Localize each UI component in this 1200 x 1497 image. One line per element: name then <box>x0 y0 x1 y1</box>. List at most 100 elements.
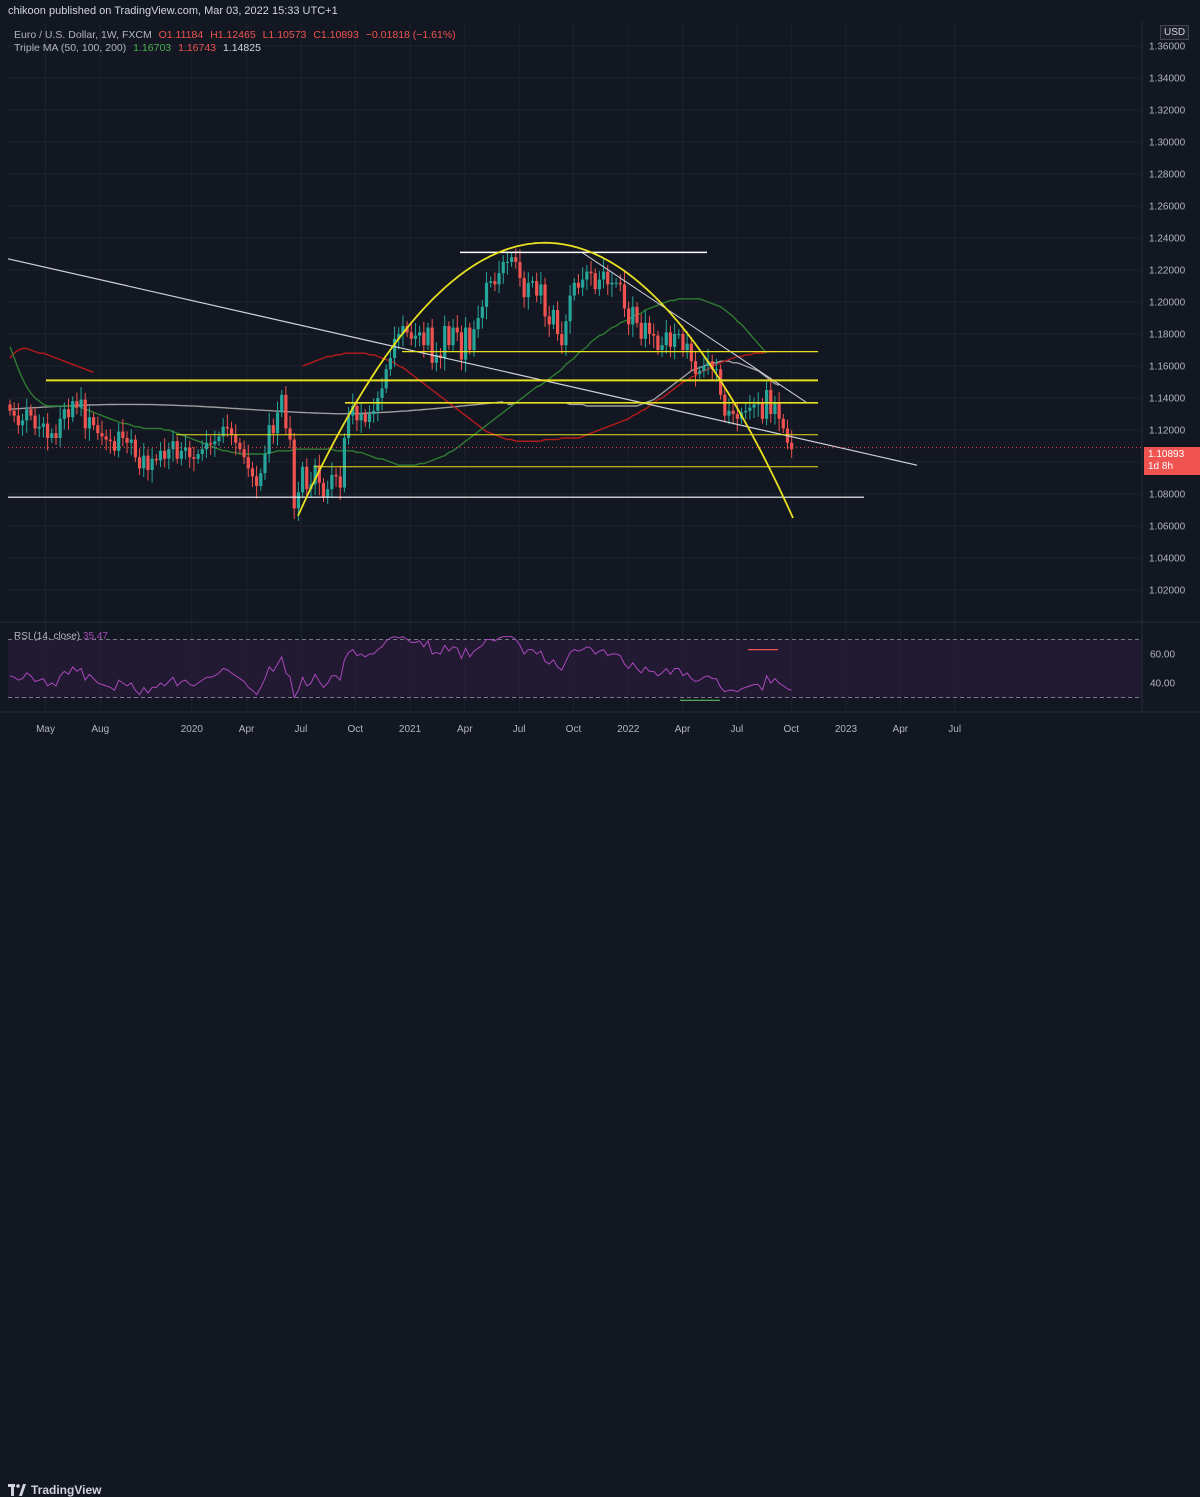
y-tick-label: 1.14000 <box>1149 394 1186 405</box>
candle-body <box>305 466 309 490</box>
candle-body <box>539 284 543 296</box>
y-tick-label: 1.36000 <box>1149 42 1186 53</box>
candle-body <box>781 418 785 429</box>
y-tick-label: 1.26000 <box>1149 202 1186 213</box>
x-tick-label: Apr <box>893 724 909 735</box>
ma50-value: 1.16703 <box>133 42 172 54</box>
candle-body <box>547 316 551 325</box>
candle-body <box>246 457 250 469</box>
tradingview-logo[interactable]: TradingView <box>8 1483 101 1497</box>
symbol-legend: Euro / U.S. Dollar, 1W, FXCM O1.11184 H1… <box>14 29 460 41</box>
footer: TradingView <box>0 738 1200 1497</box>
candle-body <box>510 257 514 262</box>
y-tick-label: 1.34000 <box>1149 74 1186 85</box>
candle-body <box>355 406 359 421</box>
candle-body <box>660 345 664 350</box>
candle-body <box>37 426 41 429</box>
rsi-tick-label: 60.00 <box>1150 650 1175 661</box>
x-axis: May Aug 2020 Apr Jul Oct 2021 Apr Jul Oct 2022 Apr J… <box>36 724 961 735</box>
candle-body <box>635 306 639 323</box>
candle-body <box>543 284 547 317</box>
candle-body <box>359 414 363 421</box>
candle-body <box>200 449 204 454</box>
candle-body <box>238 442 242 450</box>
y-tick-label: 1.22000 <box>1149 266 1186 277</box>
candle-body <box>555 310 560 334</box>
candle-body <box>50 433 54 438</box>
candle-body <box>183 447 188 451</box>
x-tick-label: 2023 <box>835 724 858 735</box>
candle-body <box>572 282 576 296</box>
ma100-early-line <box>9 347 94 374</box>
rsi-pane: 60.00 40.00 <box>8 636 1175 702</box>
x-tick-label: 2020 <box>181 724 204 735</box>
ma200-series <box>9 360 780 415</box>
candle-body <box>593 273 597 290</box>
candle-body <box>647 322 652 334</box>
candle-body <box>267 425 271 454</box>
candle-body <box>518 262 522 278</box>
parabolic-arc <box>297 241 794 519</box>
candle-body <box>392 338 397 358</box>
candle-body <box>526 282 530 298</box>
candle-body <box>66 409 71 418</box>
candle-body <box>764 390 769 419</box>
candle-body <box>581 279 585 288</box>
ma50-series <box>9 298 768 466</box>
candle-body <box>639 322 643 339</box>
candle-body <box>744 410 748 413</box>
publish-info: chikoon published on TradingView.com, Ma… <box>8 5 338 17</box>
candle-body <box>92 417 96 426</box>
candle-body <box>685 343 689 350</box>
candle-body <box>313 465 317 485</box>
candle-body <box>468 327 472 350</box>
candle-body <box>46 423 50 438</box>
candle-body <box>209 442 213 445</box>
candle-body <box>242 449 246 458</box>
x-tick-label: Apr <box>457 724 473 735</box>
currency-label[interactable]: USD <box>1160 25 1190 40</box>
candle-body <box>464 327 468 360</box>
candle-body <box>714 369 719 371</box>
y-tick-label: 1.08000 <box>1149 490 1186 501</box>
candle-body <box>760 402 764 419</box>
y-tick-label: 1.24000 <box>1149 234 1186 245</box>
candle-body <box>121 431 125 438</box>
candle-body <box>727 410 731 416</box>
x-tick-label: Jul <box>295 724 308 735</box>
drawings <box>7 241 1142 519</box>
price-chart[interactable]: 1.36000 1.34000 1.32000 1.30000 1.28000 1.260… <box>0 0 1200 766</box>
candle-body <box>693 361 698 374</box>
candle-body <box>652 334 656 336</box>
candle-body <box>204 442 209 450</box>
candle-body <box>459 332 464 360</box>
bar-countdown: 1d 8h <box>1148 461 1174 472</box>
candle-body <box>589 271 593 274</box>
candle-body <box>221 426 225 437</box>
candle-body <box>698 370 702 374</box>
candle-body <box>150 458 154 470</box>
rsi-line <box>9 636 792 699</box>
candle-body <box>263 454 267 474</box>
candle-body <box>585 271 589 280</box>
candle-body <box>192 457 196 459</box>
ohlc-open: O1.11184 <box>158 29 204 41</box>
candle-body <box>104 436 108 440</box>
candle-body <box>376 398 380 411</box>
grid <box>0 22 1200 713</box>
candle-body <box>505 262 510 263</box>
candle-body <box>137 457 142 469</box>
last-price-badge: 1.10893 1d 8h <box>1144 447 1200 475</box>
candle-body <box>656 335 660 350</box>
candle-body <box>171 441 175 450</box>
candle-body <box>163 450 167 459</box>
candle-body <box>217 436 221 442</box>
candle-body <box>188 447 192 458</box>
ma100-value: 1.16743 <box>178 42 217 54</box>
y-tick-label: 1.32000 <box>1149 106 1186 117</box>
candle-body <box>489 281 493 283</box>
candle-body <box>175 441 179 459</box>
candle-body <box>397 334 401 339</box>
candle-body <box>706 361 710 366</box>
candle-body <box>372 410 376 414</box>
